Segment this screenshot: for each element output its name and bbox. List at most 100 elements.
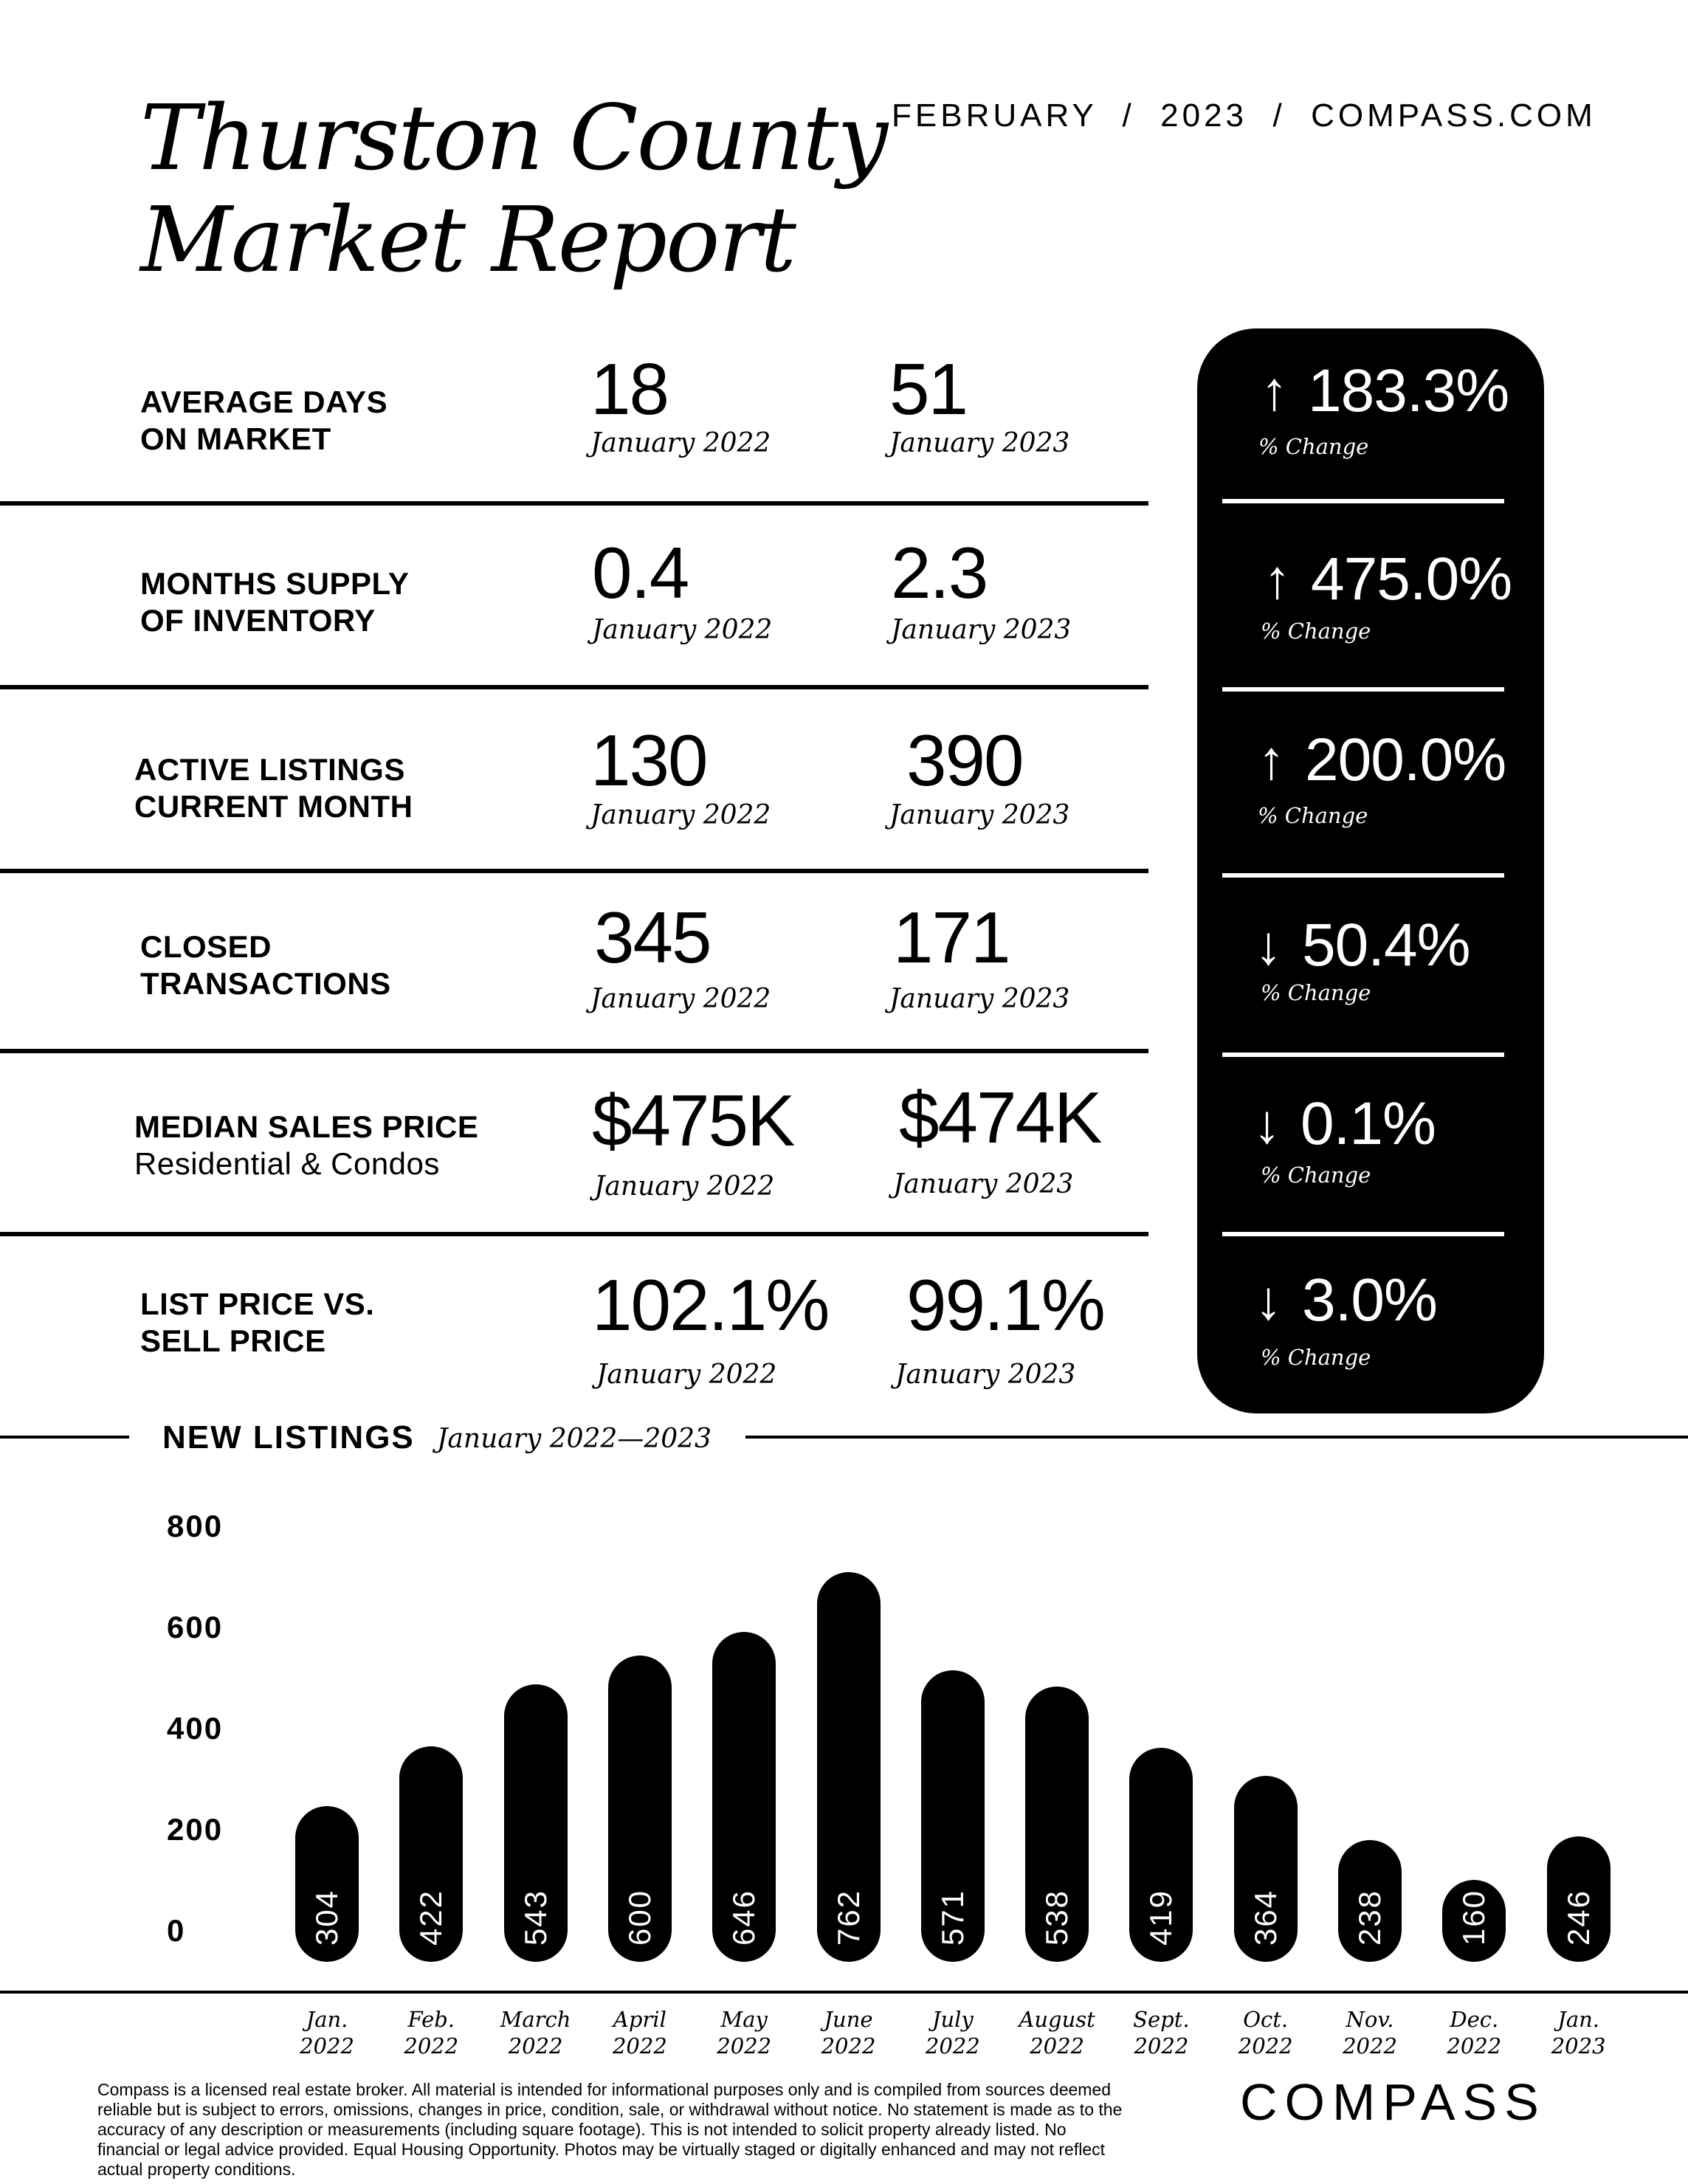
- metric-caption-prev: January 2022: [596, 1360, 777, 1390]
- metric-label-months-supply: MONTHS SUPPLY OF INVENTORY: [140, 565, 409, 639]
- metric-value-prev: 345: [594, 897, 712, 978]
- metric-caption-prev: January 2022: [590, 428, 771, 458]
- chart-bar: [607, 1655, 672, 1962]
- metric-label-line1: CLOSED: [140, 929, 272, 964]
- x-tick-label: Sept. 2022: [1109, 2006, 1213, 2059]
- section-rule-left: [0, 1436, 129, 1439]
- metric-caption-curr: January 2023: [893, 1169, 1074, 1199]
- y-tick-label: 800: [167, 1509, 224, 1543]
- metric-value-prev: 0.4: [592, 532, 689, 613]
- metric-label-list-vs-sell: LIST PRICE VS. SELL PRICE: [140, 1286, 374, 1360]
- percent-change-caption: % Change: [1261, 1345, 1371, 1370]
- x-tick-label: Nov. 2022: [1318, 2006, 1422, 2059]
- new-listings-title: NEW LISTINGS: [162, 1419, 415, 1456]
- metric-value-curr: $474K: [899, 1077, 1102, 1158]
- chart-bar: [1129, 1747, 1193, 1962]
- x-tick-label: Jan. 2022: [275, 2006, 379, 2059]
- chart-bar: [1025, 1687, 1089, 1962]
- x-tick-label-line2: 2023: [1551, 2033, 1606, 2059]
- chart-bar: [399, 1746, 464, 1962]
- x-tick-label: May 2022: [692, 2006, 796, 2059]
- bar-value-label: 364: [1247, 1889, 1283, 1946]
- percent-change-number: 0.1%: [1301, 1090, 1436, 1157]
- y-tick-label: 600: [167, 1610, 224, 1644]
- x-tick-label-line2: 2022: [1134, 2033, 1189, 2059]
- metric-label-avg-days: AVERAGE DAYS ON MARKET: [140, 384, 387, 458]
- x-tick-label: April 2022: [588, 2006, 692, 2059]
- bar-value-label: 646: [726, 1889, 762, 1946]
- percent-change-value: ↑ 200.0%: [1258, 727, 1506, 793]
- report-title-line2: Market Report: [140, 187, 796, 292]
- percent-change-value: ↑ 183.3%: [1261, 358, 1509, 424]
- percent-change-caption: % Change: [1258, 803, 1368, 828]
- percent-change-number: 183.3%: [1308, 357, 1509, 424]
- metric-caption-prev: January 2022: [594, 1171, 775, 1202]
- metric-label-active-listings: ACTIVE LISTINGS CURRENT MONTH: [134, 751, 413, 825]
- y-tick-label: 400: [167, 1711, 224, 1746]
- percent-change-value: ↑ 475.0%: [1264, 546, 1512, 613]
- percent-change-caption: % Change: [1261, 980, 1371, 1005]
- x-tick-label-line1: Nov.: [1346, 2007, 1394, 2032]
- metric-label-line1: MONTHS SUPPLY: [140, 566, 410, 601]
- x-tick-label-line2: 2022: [925, 2033, 980, 2059]
- chart-bar: [816, 1572, 881, 1962]
- x-tick-label: Feb. 2022: [379, 2006, 483, 2059]
- x-tick-label-line1: August: [1019, 2007, 1095, 2032]
- x-tick-label-line1: March: [500, 2007, 571, 2032]
- x-tick-label-line1: May: [720, 2007, 768, 2032]
- y-tick-label: 0: [167, 1913, 186, 1948]
- bar-value-label: 304: [309, 1889, 344, 1946]
- percent-change-caption: % Change: [1261, 1162, 1371, 1188]
- arrow-up-icon: ↑: [1261, 360, 1288, 421]
- x-tick-label: July 2022: [901, 2006, 1005, 2059]
- metric-label-line2: ON MARKET: [140, 421, 331, 456]
- percent-change-number: 200.0%: [1305, 726, 1506, 793]
- chart-bar: [1233, 1775, 1298, 1962]
- chart-bar: [295, 1806, 359, 1962]
- x-tick-label-line2: 2022: [300, 2033, 354, 2059]
- x-tick-label-line2: 2022: [1447, 2033, 1502, 2059]
- x-tick-label: March 2022: [484, 2006, 588, 2059]
- metric-value-prev: 18: [590, 348, 669, 430]
- percent-change-panel: [1197, 328, 1544, 1413]
- x-tick-label: June 2022: [797, 2006, 900, 2059]
- x-tick-label-line2: 2022: [404, 2033, 459, 2059]
- x-tick-label-line2: 2022: [508, 2033, 563, 2059]
- chart-bar: [712, 1631, 776, 1962]
- metric-value-prev: $475K: [592, 1080, 795, 1161]
- percent-change-number: 50.4%: [1302, 912, 1471, 979]
- x-tick-label: Oct. 2022: [1214, 2006, 1317, 2059]
- chart-bar: [1442, 1880, 1506, 1962]
- x-tick-label-line2: 2022: [1343, 2033, 1397, 2059]
- disclaimer-text: Compass is a licensed real estate broker…: [97, 2080, 1123, 2179]
- chart-bar: [1546, 1836, 1611, 1962]
- metric-value-curr: 390: [906, 720, 1024, 801]
- chart-bar: [920, 1670, 985, 1962]
- bar-value-label: 160: [1456, 1889, 1492, 1946]
- percent-change-value: ↓ 0.1%: [1253, 1091, 1436, 1157]
- bar-value-label: 419: [1143, 1889, 1179, 1946]
- metric-value-curr: 2.3: [891, 532, 988, 613]
- metric-label-line1: MEDIAN SALES PRICE: [134, 1109, 479, 1144]
- panel-divider: [1222, 873, 1504, 878]
- panel-divider: [1222, 687, 1504, 692]
- metric-caption-prev: January 2022: [590, 984, 771, 1014]
- bar-value-label: 543: [517, 1889, 553, 1946]
- bar-value-label: 600: [621, 1889, 657, 1946]
- report-title: Thurston County Market Report: [140, 86, 888, 292]
- x-tick-label-line1: April: [613, 2007, 666, 2032]
- x-tick-label-line1: Sept.: [1133, 2007, 1190, 2032]
- x-tick-label-line1: Jan.: [306, 2007, 348, 2032]
- report-title-line1: Thurston County: [140, 86, 888, 190]
- arrow-up-icon: ↑: [1258, 729, 1285, 790]
- metric-caption-curr: January 2023: [891, 615, 1072, 645]
- percent-change-number: 3.0%: [1302, 1267, 1438, 1334]
- metric-label-median-price: MEDIAN SALES PRICE Residential & Condos: [134, 1109, 478, 1182]
- metric-label-line2: CURRENT MONTH: [134, 789, 413, 824]
- chart-baseline: [0, 1991, 1688, 1994]
- metric-label-line2: TRANSACTIONS: [140, 966, 391, 1001]
- metric-value-prev: 102.1%: [592, 1264, 830, 1346]
- chart-bar: [1338, 1840, 1402, 1962]
- bar-value-label: 246: [1560, 1889, 1596, 1946]
- x-tick-label-line2: 2022: [1238, 2033, 1293, 2059]
